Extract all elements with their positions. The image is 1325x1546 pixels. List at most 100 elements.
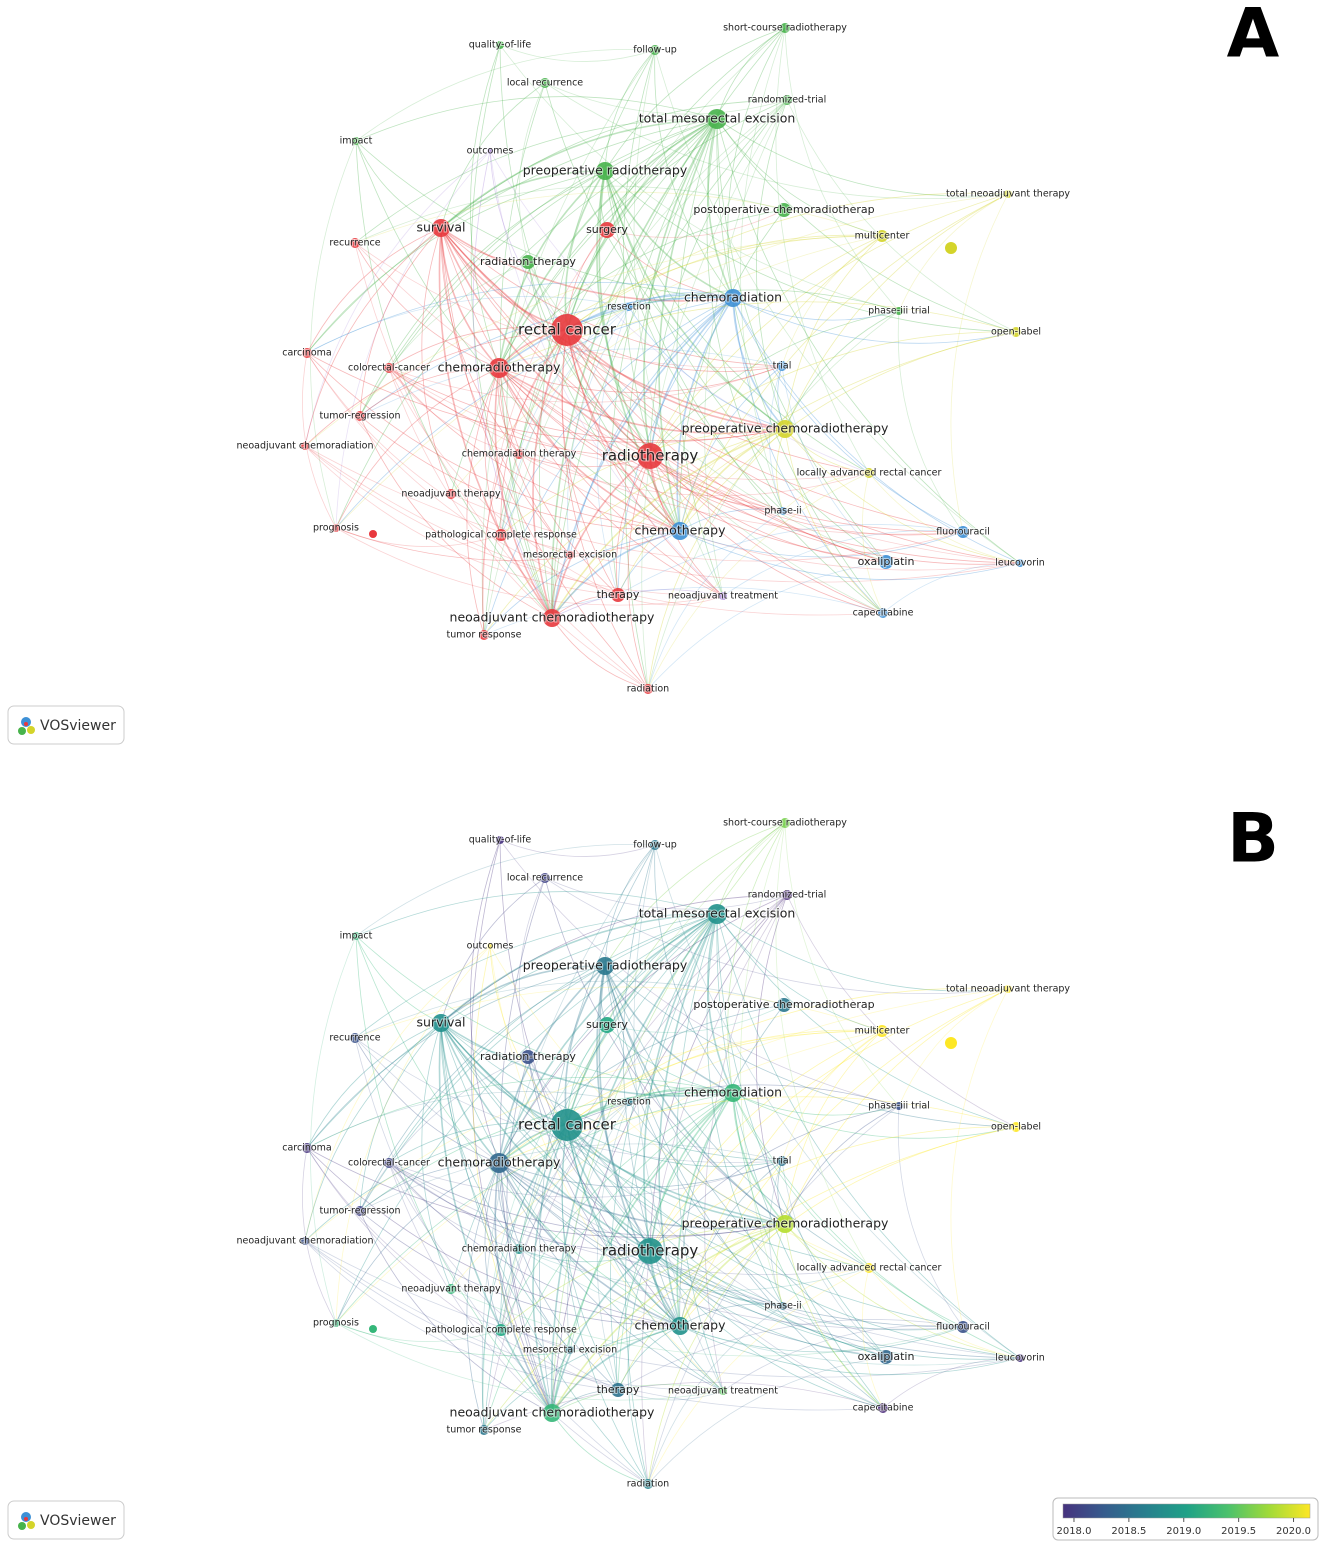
edge bbox=[716, 913, 1021, 1359]
node bbox=[355, 1206, 365, 1216]
edge bbox=[440, 99, 788, 229]
edge bbox=[716, 118, 1009, 197]
edge bbox=[676, 297, 734, 532]
edge bbox=[388, 367, 786, 442]
logo-text: VOSviewer bbox=[40, 718, 116, 734]
edge bbox=[566, 1124, 783, 1167]
edge bbox=[566, 1124, 1021, 1359]
edge bbox=[335, 1322, 724, 1401]
edge bbox=[335, 1322, 502, 1342]
node-label: quality-of-life bbox=[469, 40, 532, 51]
node-label: survival bbox=[417, 1015, 466, 1030]
edge bbox=[740, 822, 786, 1307]
edge bbox=[784, 193, 1009, 430]
edge bbox=[604, 965, 884, 1409]
node bbox=[611, 588, 625, 602]
edge bbox=[617, 428, 786, 596]
edge bbox=[499, 82, 553, 619]
edge bbox=[518, 1248, 651, 1263]
edge bbox=[388, 1162, 651, 1252]
edge bbox=[566, 329, 884, 614]
node bbox=[479, 1425, 489, 1435]
node-label: prognosis bbox=[313, 523, 359, 534]
edge bbox=[566, 329, 651, 457]
node bbox=[650, 45, 660, 55]
edge bbox=[732, 297, 1017, 344]
edge bbox=[604, 170, 887, 563]
edge bbox=[483, 586, 884, 636]
edge bbox=[722, 530, 964, 597]
edge bbox=[440, 1022, 571, 1351]
edge bbox=[551, 428, 786, 619]
edge bbox=[679, 331, 1017, 532]
edge bbox=[440, 227, 964, 533]
edge bbox=[304, 445, 619, 596]
node-label: recurrence bbox=[329, 238, 380, 249]
edge bbox=[566, 1124, 884, 1409]
edge bbox=[882, 1357, 1021, 1409]
node bbox=[355, 411, 365, 421]
logo-icon bbox=[27, 726, 35, 734]
node-label: multicenter bbox=[855, 231, 910, 242]
edge bbox=[566, 192, 1009, 331]
edge bbox=[335, 913, 718, 1324]
edge bbox=[551, 331, 1017, 619]
node-label: oxaliplatin bbox=[858, 1350, 915, 1363]
node-label: radiation bbox=[627, 1479, 669, 1490]
edge bbox=[440, 227, 887, 563]
edge bbox=[388, 1162, 786, 1237]
node bbox=[611, 1383, 625, 1397]
edge bbox=[649, 455, 1021, 565]
edge bbox=[483, 297, 734, 636]
edge bbox=[740, 27, 786, 512]
edge bbox=[775, 27, 870, 474]
node bbox=[724, 1084, 742, 1102]
node-label: neoadjuvant chemoradiotherapy bbox=[450, 1405, 656, 1420]
edge bbox=[658, 118, 718, 532]
node bbox=[384, 363, 394, 373]
edge bbox=[551, 617, 649, 690]
edge bbox=[551, 894, 788, 1414]
edge bbox=[440, 227, 724, 597]
edge bbox=[498, 235, 883, 369]
edge bbox=[518, 1101, 630, 1250]
node bbox=[301, 1237, 309, 1245]
edge bbox=[654, 844, 1021, 1359]
edge bbox=[604, 844, 656, 967]
panel-label: B bbox=[1227, 800, 1279, 879]
edge bbox=[551, 1412, 649, 1485]
edge bbox=[518, 306, 630, 455]
edge bbox=[551, 27, 786, 619]
edge bbox=[566, 1124, 681, 1327]
edge bbox=[769, 365, 784, 512]
edge bbox=[498, 367, 681, 532]
node-label: tumor-regression bbox=[319, 1206, 400, 1217]
node bbox=[957, 1321, 969, 1333]
edge bbox=[704, 99, 788, 597]
node bbox=[487, 148, 493, 154]
edge bbox=[499, 877, 553, 1414]
edge bbox=[617, 594, 724, 606]
edge bbox=[569, 297, 734, 556]
node-label: postoperative chemoradiotherap bbox=[693, 203, 874, 216]
node-label: surgery bbox=[586, 223, 628, 236]
edge bbox=[438, 1022, 553, 1414]
node-label: local recurrence bbox=[507, 78, 583, 89]
logo-text: VOSviewer bbox=[40, 1513, 116, 1529]
node-label: oxaliplatin bbox=[858, 555, 915, 568]
edge bbox=[335, 527, 502, 547]
edge bbox=[498, 118, 718, 369]
node bbox=[878, 608, 888, 618]
edge bbox=[604, 822, 786, 967]
edge bbox=[335, 1322, 681, 1356]
edge bbox=[304, 227, 442, 447]
edge bbox=[716, 913, 883, 1032]
edge bbox=[784, 235, 883, 430]
node bbox=[625, 1098, 633, 1106]
edge bbox=[359, 1162, 500, 1212]
node-label: trial bbox=[773, 1156, 792, 1167]
edge bbox=[359, 1210, 681, 1327]
edge bbox=[679, 1223, 786, 1327]
edge bbox=[756, 99, 788, 430]
